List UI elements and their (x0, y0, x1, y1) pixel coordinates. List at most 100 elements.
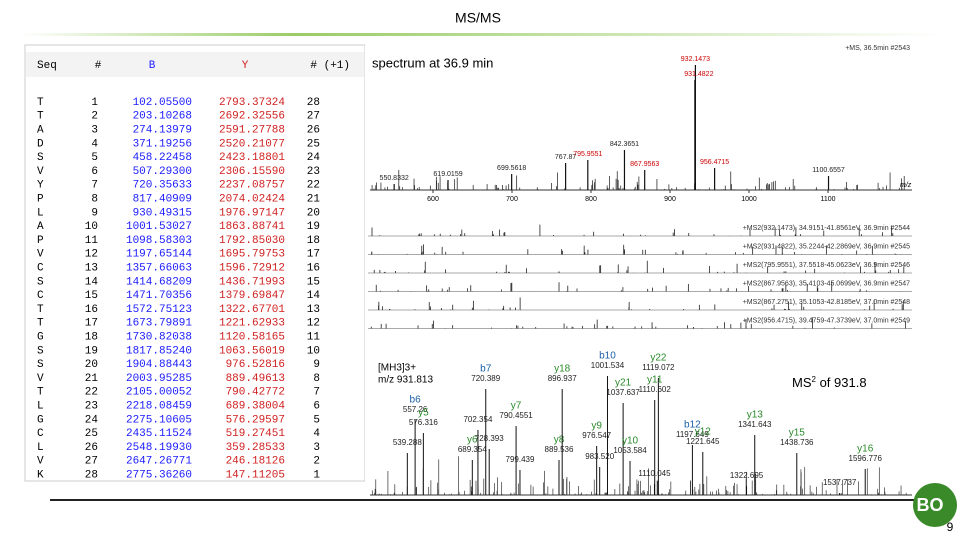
table-cell: 1120.58165 (219, 332, 285, 344)
table-cell: 1001.53027 (126, 221, 192, 233)
table-cell: 12 (307, 318, 320, 330)
table-cell: 11 (307, 332, 321, 344)
ion-mz: 1053.584 (613, 446, 647, 455)
ion-mz: 1221.645 (686, 437, 720, 446)
table-cell: 8 (91, 194, 98, 206)
precursor-mz: m/z 931.813 (378, 375, 433, 386)
ms2-label-part: of 931.8 (816, 375, 867, 390)
table-cell: 507.29300 (133, 166, 192, 178)
table-header: # (95, 60, 102, 72)
table-cell: 1436.71993 (219, 276, 285, 288)
table-cell: 2237.08757 (219, 180, 285, 192)
table-cell: 2306.15590 (219, 166, 285, 178)
table-cell: 102.05500 (133, 97, 192, 109)
ion-mz: 576.316 (409, 418, 438, 427)
table-cell: A (37, 221, 44, 233)
table-cell: 2591.27788 (219, 125, 285, 137)
ion-mz: 557.26 (403, 405, 428, 414)
table-cell: 10 (85, 221, 98, 233)
scan-label: +MS2(932.1473), 34.9151-41.8561eV, 36.9m… (743, 225, 910, 232)
ion-mz: 896.937 (548, 374, 577, 383)
table-cell: 23 (85, 401, 98, 413)
ion-mz: 1110.045 (638, 469, 671, 478)
table-header: Y (242, 60, 249, 72)
table-cell: 14 (307, 290, 321, 302)
logo-text: BO (917, 495, 944, 515)
ms2-label-part: MS (792, 375, 812, 390)
ion-name: y21 (615, 378, 632, 389)
scan-label: +MS2(931.4822), 35.2244-42.2869eV, 36.9m… (743, 243, 910, 250)
table-cell: 2435.11524 (126, 428, 192, 440)
table-cell: 1063.56019 (219, 345, 285, 357)
peak-label: 550.8332 (380, 175, 409, 182)
table-cell: V (37, 166, 44, 178)
table-cell: S (37, 345, 44, 357)
table-cell: 5 (91, 152, 98, 164)
peak-label: 842.3651 (610, 141, 639, 148)
table-cell: 19 (85, 345, 98, 357)
table-cell: S (37, 276, 44, 288)
table-cell: 11 (85, 235, 99, 247)
table-cell: 1596.72912 (219, 263, 285, 275)
scan-label: +MS2(956.4715), 39.4759-47.3739eV, 37.0m… (743, 317, 910, 324)
ion-mz: 1119.072 (642, 363, 675, 372)
table-cell: T (37, 97, 44, 109)
table-cell: 21 (307, 194, 321, 206)
table-cell: 2793.37324 (219, 97, 285, 109)
ion-mz: 799.439 (506, 455, 535, 464)
table-cell: C (37, 290, 44, 302)
table-cell: 18 (85, 332, 98, 344)
table-cell: 1976.97147 (219, 207, 285, 219)
ms2-label-part: 2 (812, 375, 817, 384)
ion-mz: 1110.602 (639, 385, 672, 394)
table-cell: P (37, 194, 44, 206)
peak-label: 867.9563 (630, 161, 659, 168)
table-cell: 359.28533 (226, 442, 285, 454)
table-cell: A (37, 125, 44, 137)
ion-mz: 1596.776 (849, 454, 883, 463)
table-cell: V (37, 249, 44, 261)
table-cell: 15 (85, 290, 98, 302)
table-cell: 26 (85, 442, 98, 454)
table-cell: T (37, 387, 44, 399)
table-cell: 21 (85, 373, 99, 385)
table-header-bg (26, 52, 364, 77)
title-rule (20, 33, 940, 36)
table-cell: 1695.79753 (219, 249, 285, 261)
table-cell: C (37, 263, 44, 275)
scan-label: +MS2(867.2751), 35.1053-42.8185eV, 37.0m… (743, 299, 910, 306)
table-cell: 1322.67701 (219, 304, 285, 316)
table-cell: 28 (307, 97, 320, 109)
spectrum-label: spectrum at 36.9 min (372, 55, 493, 70)
table-cell: 1471.70356 (126, 290, 192, 302)
table-cell: 1379.69847 (219, 290, 285, 302)
table-cell: 1572.75123 (126, 304, 192, 316)
ion-mz: 539.288 (393, 438, 422, 447)
table-cell: 9 (91, 207, 98, 219)
table-cell: 147.11205 (226, 470, 285, 482)
table-cell: 2105.00052 (126, 387, 192, 399)
ion-mz: 976.547 (582, 431, 611, 440)
table-cell: 3 (313, 442, 320, 454)
table-cell: 2074.02424 (219, 194, 285, 206)
table-cell: 7 (91, 180, 98, 192)
ion-name: y12 (695, 427, 712, 438)
table-cell: 28 (85, 470, 98, 482)
scan-label: +MS2(795.9551), 37.5518-45.0623eV, 36.9m… (743, 262, 910, 269)
table-cell: 1730.82038 (126, 332, 192, 344)
table-cell: 26 (307, 125, 320, 137)
table-cell: 2 (91, 111, 98, 123)
table-cell: 2775.36260 (126, 470, 192, 482)
table-cell: 3 (91, 125, 98, 137)
logo (913, 483, 957, 527)
table-header: # (+1) (310, 60, 350, 72)
table-cell: 15 (307, 276, 320, 288)
table-cell: T (37, 304, 44, 316)
table-cell: 9 (313, 359, 320, 371)
table-cell: 2 (313, 456, 320, 468)
table-cell: 18 (307, 235, 320, 247)
x-tick-label: 700 (506, 196, 518, 203)
ion-name: b12 (684, 420, 701, 431)
table-cell: 13 (85, 263, 98, 275)
